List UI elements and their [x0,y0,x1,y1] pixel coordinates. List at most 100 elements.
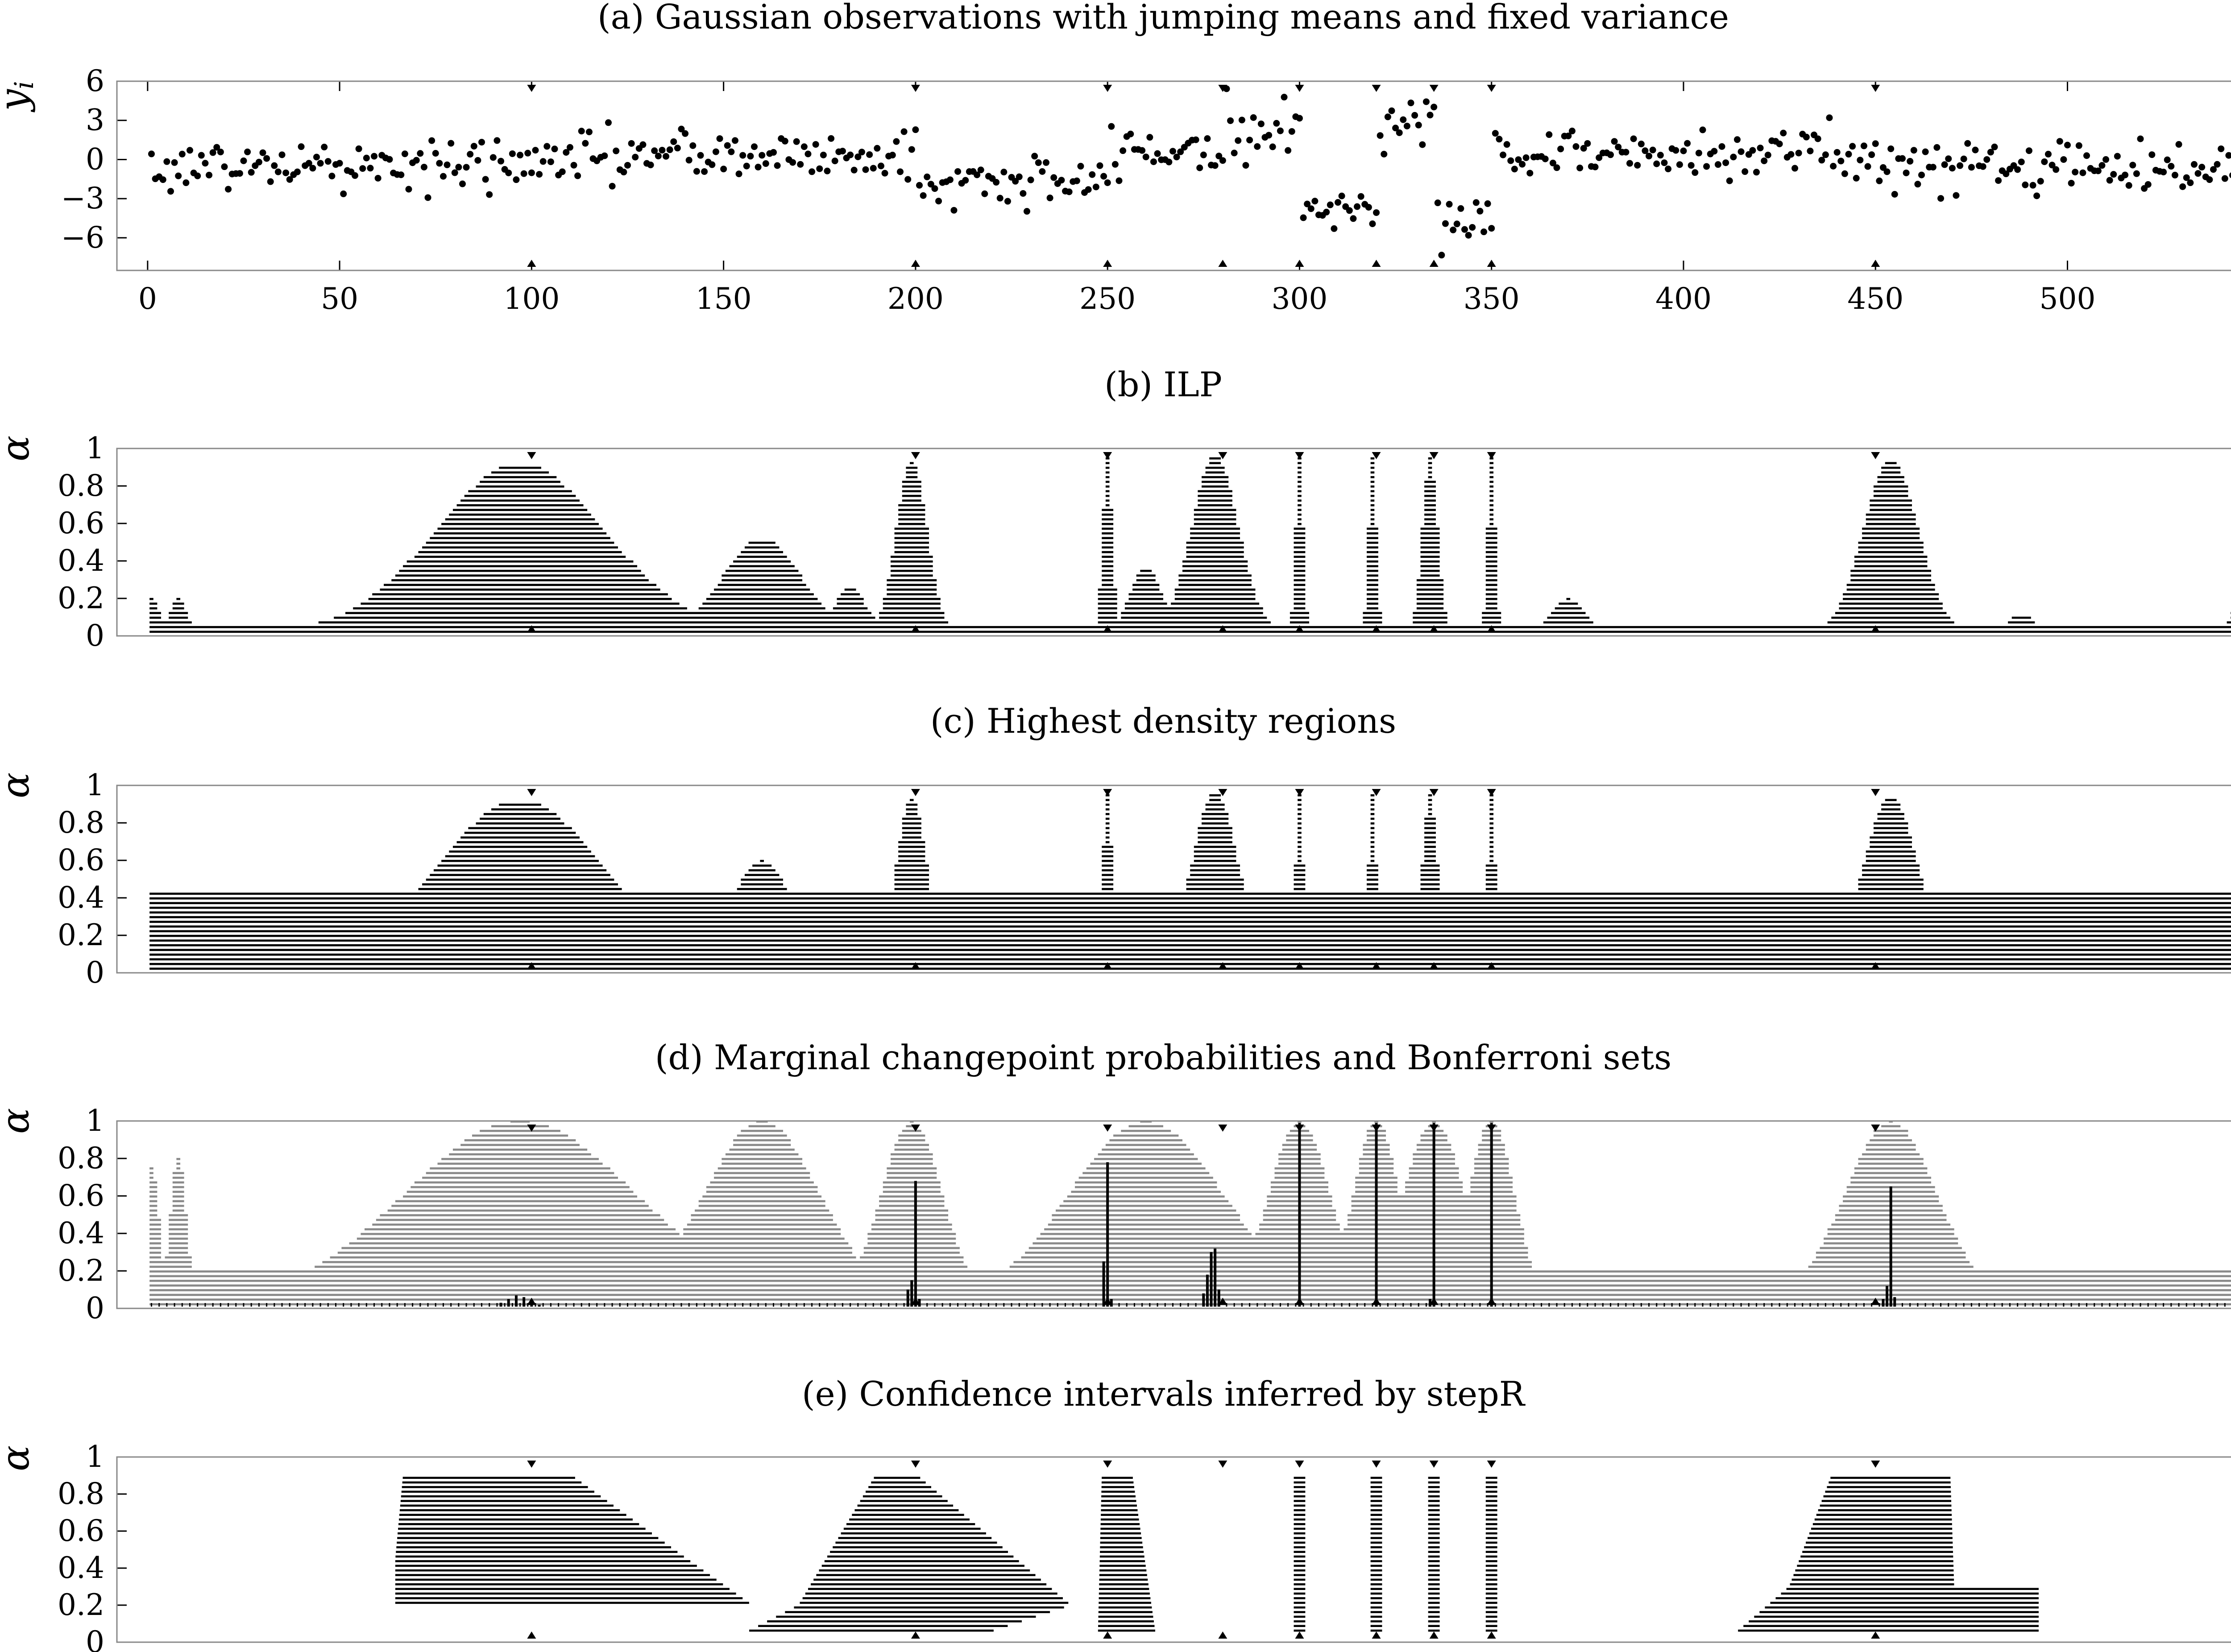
data-point [874,145,881,152]
data-point [328,173,336,180]
panel-e-frame [116,1456,2231,1643]
data-point [1891,191,1898,198]
data-point [1407,100,1414,107]
data-point [1046,195,1053,202]
data-point [1092,183,1099,191]
data-point [1507,157,1514,164]
data-point [877,162,884,170]
data-point [724,142,731,149]
data-point [977,166,984,174]
data-point [2068,179,2075,187]
data-point [2029,182,2036,189]
data-point [800,143,808,150]
data-point [1807,147,1814,154]
data-point [770,149,777,156]
data-point [1012,178,1019,185]
data-point [697,152,704,159]
data-point [1649,146,1656,154]
y-tick-label: 0.6 [58,843,104,877]
data-point [1469,224,1476,231]
data-point [1484,200,1491,207]
changepoint-marker-top [911,1461,920,1468]
data-point [605,119,612,126]
data-point [1910,147,1917,154]
panel-d-y-ticks [117,1120,127,1309]
changepoint-marker-top [1487,85,1496,92]
data-point [731,137,738,144]
data-point [493,137,501,144]
data-point [1438,252,1445,259]
data-point [1576,164,1584,171]
changepoint-marker-bottom [1218,625,1227,632]
panel-c-highest-density-regions: (c) Highest density regions 10.80.60.40.… [0,701,2231,990]
data-point [751,143,758,150]
data-point [1626,160,1633,167]
data-point [1672,147,1679,154]
data-point [163,158,170,165]
data-point [900,128,908,135]
data-point [1254,143,1261,150]
data-point [1023,208,1030,215]
panel-d-bonferroni-set-lines [149,1120,2231,1306]
data-point [1515,156,1522,163]
data-point [685,157,693,164]
data-point [2210,166,2217,173]
changepoint-marker-bottom [1103,1298,1112,1305]
data-point [1127,130,1134,137]
panel-d-frame [116,1120,2231,1309]
data-point [217,149,224,156]
data-point [1907,158,1914,165]
data-point [1154,150,1161,157]
data-point [1042,159,1049,166]
data-point [574,172,581,179]
data-point [1868,151,1875,158]
data-point [1776,140,1783,147]
data-point [1150,158,1157,165]
data-point [209,149,216,156]
data-point [202,160,209,167]
data-point [666,146,673,154]
data-point [432,149,439,157]
data-point [2014,166,2021,173]
changepoint-marker-top [911,452,920,459]
data-point [1738,148,1745,155]
data-point [1058,177,1065,184]
data-point [1277,127,1284,134]
data-point [712,148,719,155]
data-point [804,150,812,158]
data-point [1630,135,1637,142]
panel-a-y-tick-labels: 6 3 0 −3 −6 [61,64,104,255]
panel-c-interval-lines [149,794,2231,970]
x-tick-label: 200 [887,282,944,316]
data-point [463,164,470,171]
data-point [2053,166,2060,173]
data-point [1450,226,1457,233]
data-point [2183,174,2190,181]
data-point [1718,143,1725,150]
data-point [1219,157,1226,164]
x-tick-label: 150 [696,282,752,316]
data-point [474,157,481,164]
data-point [1692,169,1699,176]
y-tick-label: 0.2 [58,1254,104,1288]
data-point [2225,152,2231,159]
data-point [1016,173,1023,180]
data-point [1592,163,1599,170]
data-point [1434,199,1441,207]
data-point [309,165,316,172]
data-point [1857,157,1864,164]
data-point [1749,147,1756,154]
data-point [701,168,708,175]
data-point [1929,164,1937,171]
data-point [1764,151,1771,158]
data-point [1979,163,1986,170]
data-point [1780,129,1787,137]
data-point [1833,149,1841,156]
data-point [935,198,942,205]
data-point [1480,228,1487,236]
data-point [539,158,547,165]
data-point [1100,173,1107,180]
data-point [1415,121,1422,129]
panel-c-title: (c) Highest density regions [930,701,1396,741]
changepoint-marker-bottom [1218,1298,1227,1305]
